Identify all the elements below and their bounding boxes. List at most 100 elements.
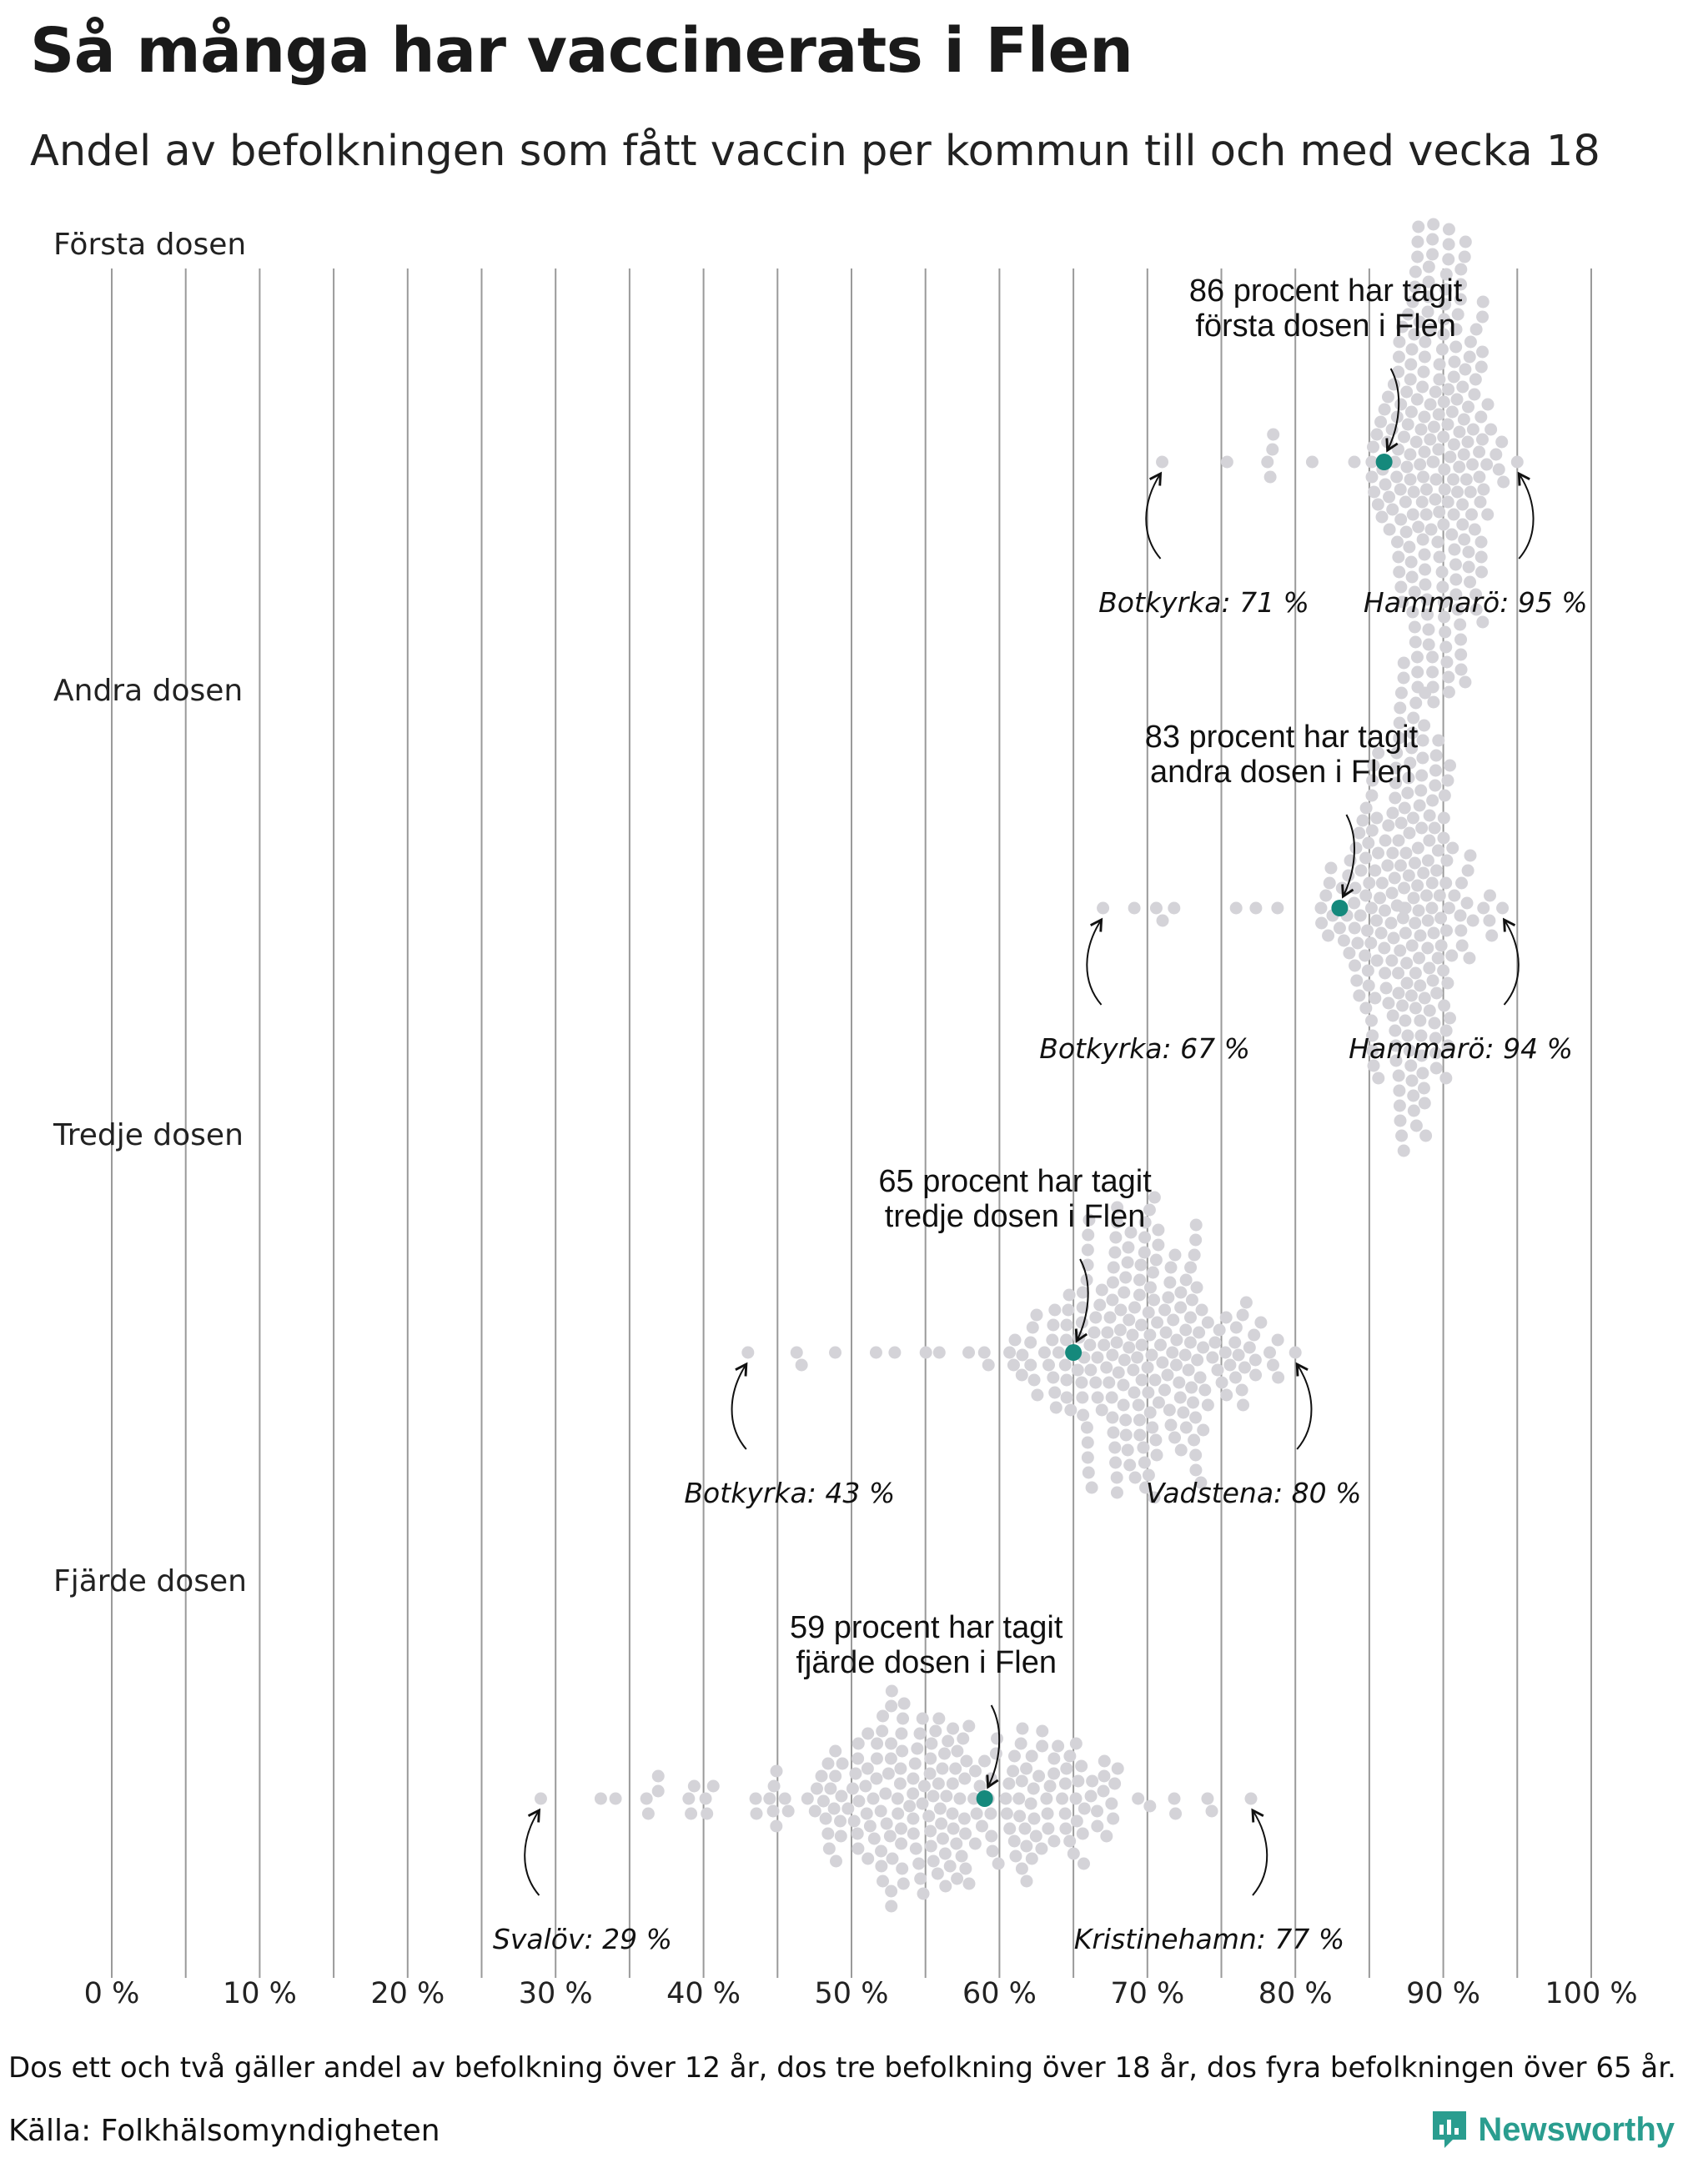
- municipality-dot: [1189, 1448, 1203, 1462]
- municipality-dot: [819, 1812, 832, 1825]
- municipality-dot: [1414, 929, 1427, 942]
- municipality-dot: [1020, 1874, 1033, 1888]
- municipality-dot: [1469, 373, 1482, 386]
- municipality-dot: [870, 1772, 883, 1785]
- municipality-dot: [1454, 618, 1467, 631]
- municipality-dot: [1354, 909, 1367, 922]
- municipality-dot: [1098, 1754, 1111, 1768]
- municipality-dot: [701, 1807, 714, 1820]
- municipality-dot: [1356, 814, 1369, 827]
- municipality-dot: [1398, 801, 1411, 815]
- municipality-dot: [1228, 1336, 1242, 1349]
- municipality-dot: [1107, 1261, 1120, 1274]
- municipality-dot: [1364, 936, 1378, 950]
- municipality-dot: [1465, 508, 1479, 521]
- municipality-dot: [1369, 864, 1382, 877]
- municipality-dot: [1024, 1336, 1037, 1349]
- municipality-dot: [989, 1747, 1002, 1760]
- municipality-dot: [1060, 1391, 1073, 1404]
- municipality-dot: [1220, 1388, 1233, 1402]
- municipality-dot: [1229, 901, 1243, 915]
- municipality-dot: [1383, 490, 1396, 504]
- flen-annotation-line: 83 procent har tagit: [1145, 720, 1419, 755]
- municipality-dot: [1063, 1749, 1077, 1763]
- municipality-dot: [927, 1854, 940, 1868]
- municipality-dot: [1429, 385, 1442, 399]
- municipality-dot: [919, 1346, 932, 1359]
- municipality-dot: [1396, 595, 1409, 609]
- municipality-dot: [953, 1792, 967, 1805]
- municipality-dot: [1215, 1376, 1228, 1389]
- municipality-dot: [1058, 1777, 1072, 1790]
- municipality-dot: [895, 1837, 908, 1850]
- municipality-dot: [940, 1789, 953, 1803]
- municipality-dot: [1372, 1071, 1385, 1085]
- municipality-dot: [1429, 764, 1442, 777]
- municipality-dot: [986, 1844, 999, 1858]
- municipality-dot: [770, 1764, 783, 1778]
- municipality-dot: [1458, 533, 1471, 546]
- municipality-dot: [821, 1757, 835, 1770]
- municipality-dot: [640, 1792, 653, 1805]
- municipality-dot: [1394, 686, 1408, 700]
- municipality-dot: [1462, 400, 1475, 414]
- municipality-dot: [958, 1772, 972, 1785]
- municipality-dot: [929, 1724, 942, 1738]
- municipality-dot: [1405, 570, 1419, 584]
- municipality-dot: [867, 1832, 881, 1845]
- municipality-dot: [955, 1849, 968, 1863]
- municipality-dot: [1138, 1231, 1152, 1244]
- min-annotation-label: Botkyrka: 71 %: [1098, 586, 1309, 619]
- municipality-dot: [1400, 956, 1414, 970]
- municipality-dot: [1148, 1491, 1161, 1504]
- max-annotation-label: Vadstena: 80 %: [1146, 1477, 1362, 1509]
- municipality-dot: [1048, 1303, 1062, 1317]
- municipality-dot: [1460, 896, 1474, 910]
- municipality-dot: [1365, 824, 1379, 837]
- municipality-dot: [927, 1789, 940, 1803]
- municipality-dot: [896, 1744, 909, 1758]
- municipality-dot: [895, 1822, 908, 1835]
- panel-3: Tredje dosen 65 procent har tagit tredje d…: [53, 1118, 1362, 1509]
- municipality-dot: [1107, 1426, 1120, 1439]
- municipality-dot: [867, 1792, 880, 1805]
- municipality-dot: [1483, 914, 1496, 927]
- municipality-dot: [1442, 238, 1455, 251]
- municipality-dot: [1236, 1308, 1249, 1322]
- flen-annotation-arrow: [1074, 1258, 1089, 1343]
- municipality-dot: [1042, 1822, 1055, 1835]
- municipality-dot: [1008, 1333, 1022, 1347]
- municipality-dot: [1432, 734, 1445, 747]
- municipality-dot: [1459, 235, 1472, 248]
- municipality-dot: [1173, 1376, 1186, 1389]
- municipality-dot: [1427, 420, 1440, 434]
- municipality-dot: [1381, 859, 1394, 872]
- municipality-dot: [1064, 1403, 1078, 1417]
- municipality-dot: [1379, 966, 1392, 980]
- municipality-dot: [816, 1794, 830, 1808]
- municipality-dot: [1409, 635, 1422, 649]
- municipality-dot: [1148, 1293, 1161, 1307]
- municipality-dot: [1271, 901, 1284, 915]
- municipality-dot: [1485, 929, 1499, 942]
- municipality-dot: [1132, 1792, 1145, 1805]
- municipality-dot: [1414, 784, 1428, 797]
- municipality-dot: [1446, 841, 1459, 855]
- municipality-dot: [851, 1752, 865, 1765]
- municipality-dot: [1401, 1029, 1414, 1042]
- municipality-dot: [1127, 1363, 1140, 1377]
- municipality-dot: [1089, 1311, 1103, 1324]
- municipality-dot: [874, 1804, 887, 1818]
- municipality-dot: [1027, 1782, 1040, 1795]
- municipality-dot: [1492, 463, 1505, 476]
- municipality-dot: [1411, 235, 1424, 248]
- municipality-dot: [977, 1346, 991, 1359]
- municipality-dot: [1152, 1223, 1165, 1237]
- chart-title: Så många har vaccinerats i Flen: [30, 15, 1133, 87]
- beeswarm-chart: 0 % 10 % 20 % 30 % 40 % 50 % 60 % 70 % 80 % 90 % 1…: [53, 218, 1638, 2010]
- municipality-dot: [1378, 941, 1391, 955]
- municipality-dot: [1174, 1301, 1188, 1314]
- municipality-dot: [1426, 233, 1439, 246]
- municipality-dot: [1013, 1809, 1027, 1823]
- municipality-dot: [877, 1874, 890, 1888]
